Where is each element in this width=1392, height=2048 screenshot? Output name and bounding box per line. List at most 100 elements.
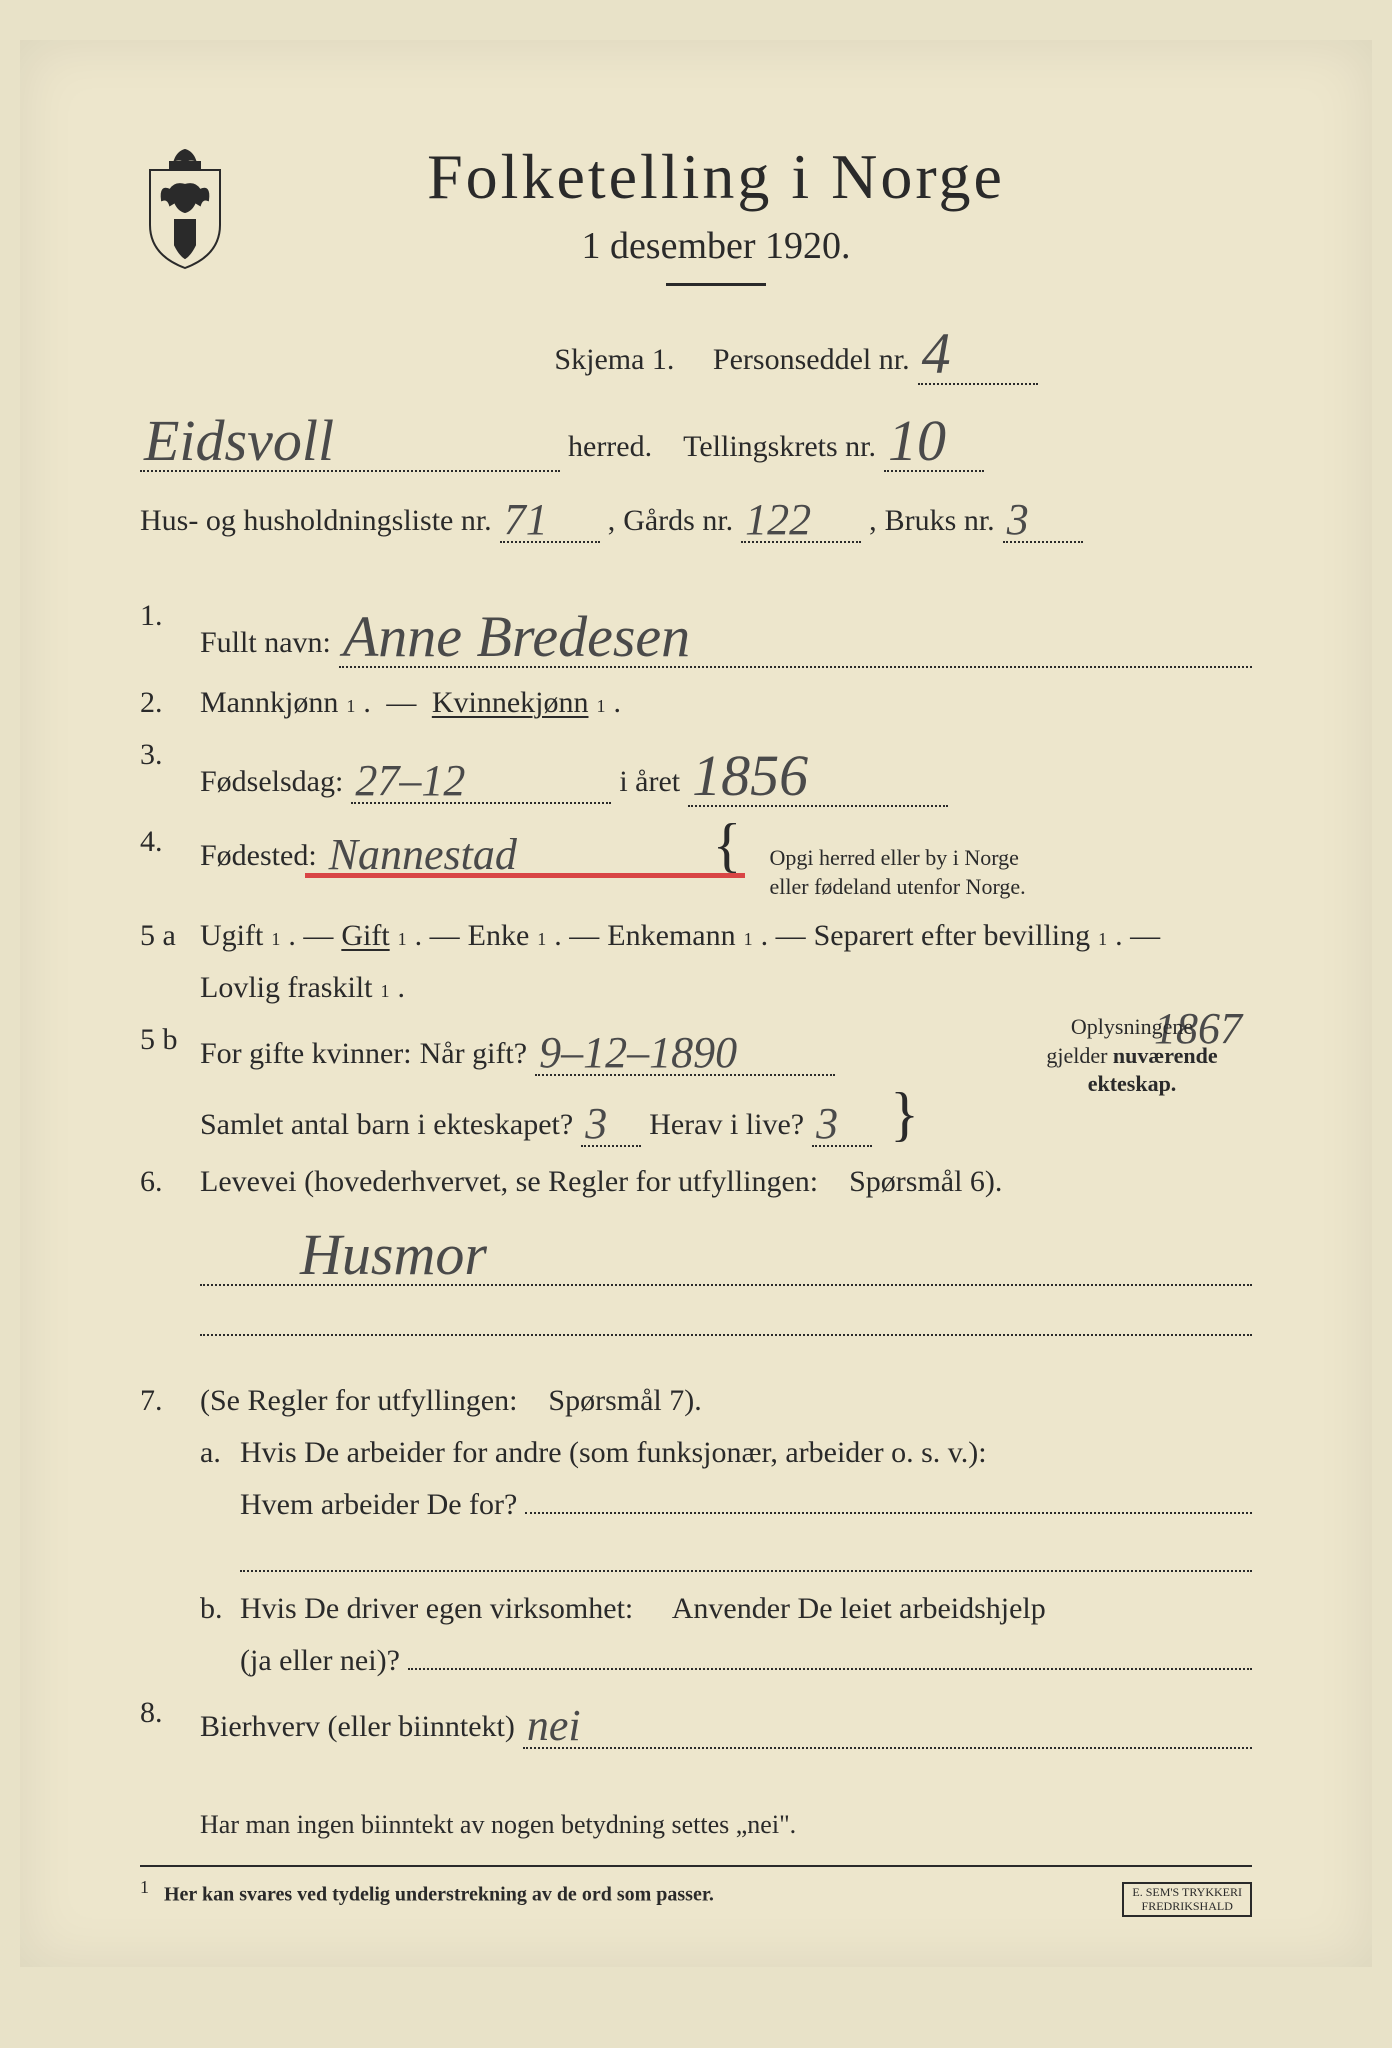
- tellingskrets-value: 10: [888, 408, 946, 473]
- q7b-text2: (ja eller nei)?: [240, 1644, 400, 1678]
- q2-opt2: Kvinnekjønn: [432, 686, 589, 720]
- q7a-text2: Hvem arbeider De for?: [240, 1488, 517, 1522]
- q7-label-end: Spørsmål 7).: [548, 1384, 701, 1418]
- q5b-label1: For gifte kvinner:: [200, 1037, 412, 1071]
- q5a-num: 5 a: [140, 919, 176, 953]
- q3-label1: Fødselsdag:: [200, 765, 343, 799]
- q5b-num: 5 b: [140, 1023, 178, 1057]
- q3-num: 3.: [140, 738, 163, 772]
- personseddel-label: Personseddel nr.: [713, 343, 910, 377]
- q5a-opt4: Enkemann: [607, 919, 735, 953]
- q2-line: 2. Mannkjønn1. — Kvinnekjønn1.: [140, 686, 1252, 720]
- q7-label: (Se Regler for utfyllingen:: [200, 1384, 517, 1418]
- q8-line: 8. Bierhverv (eller biinntekt) nei: [140, 1696, 1252, 1749]
- q8-num: 8.: [140, 1696, 163, 1730]
- subtitle: 1 desember 1920.: [270, 224, 1162, 268]
- q7-line: 7. (Se Regler for utfyllingen: Spørsmål …: [140, 1384, 1252, 1418]
- q5a-opt1: Ugift: [200, 919, 263, 953]
- q8-label: Bierhverv (eller biinntekt): [200, 1710, 515, 1744]
- q1-label: Fullt navn:: [200, 626, 331, 660]
- q5b-barn-live: 3: [816, 1099, 838, 1148]
- q1-value: Anne Bredesen: [343, 604, 690, 669]
- q5b-barn-total: 3: [585, 1099, 607, 1148]
- footnote-1: 1 Her kan svares ved tydelig understrekn…: [140, 1877, 1252, 1907]
- herred-value: Eidsvoll: [144, 408, 334, 473]
- q7a-line2: Hvem arbeider De for?: [140, 1488, 1252, 1522]
- q3-date-field: 27–12: [351, 751, 611, 804]
- q5a-opt2: Gift: [341, 919, 389, 953]
- q3-year: 1856: [692, 743, 808, 808]
- hus-value: 71: [504, 495, 548, 544]
- q6-num: 6.: [140, 1165, 163, 1199]
- gaards-field: 122: [741, 490, 861, 543]
- q7a-letter: a.: [200, 1436, 221, 1470]
- q6-label-end: Spørsmål 6).: [849, 1165, 1002, 1199]
- herred-line: Eidsvoll herred. Tellingskrets nr. 10: [140, 403, 1252, 472]
- q1-line: 1. Fullt navn: Anne Bredesen: [140, 599, 1252, 668]
- bruks-value: 3: [1007, 495, 1029, 544]
- tellingskrets-label: Tellingskrets nr.: [683, 430, 876, 464]
- q2-opt1: Mannkjønn: [200, 686, 338, 720]
- brace-icon: }: [890, 1099, 919, 1129]
- footnote-1-text: Her kan svares ved tydelig understreknin…: [164, 1884, 714, 1906]
- q3-year-field: 1856: [688, 738, 948, 807]
- hus-field: 71: [500, 490, 600, 543]
- title-block: Folketelling i Norge 1 desember 1920.: [270, 140, 1252, 286]
- gaards-label: Gårds nr.: [623, 504, 733, 538]
- q5b-barn-live-field: 3: [812, 1094, 872, 1147]
- herred-field: Eidsvoll: [140, 403, 560, 472]
- q2-num: 2.: [140, 686, 163, 720]
- q7b-field: [408, 1668, 1252, 1670]
- q5b-label2: Når gift?: [420, 1037, 527, 1071]
- q5a-line: 5 a Ugift1. — Gift1. — Enke1. — Enkemann…: [140, 919, 1252, 953]
- census-form: Folketelling i Norge 1 desember 1920. Sk…: [20, 40, 1372, 1967]
- q1-field: Anne Bredesen: [339, 599, 1252, 668]
- q7a-text1: Hvis De arbeider for andre (som funksjon…: [240, 1436, 987, 1470]
- q7a-field: [525, 1512, 1252, 1514]
- q3-label2: i året: [619, 765, 680, 799]
- q5b-line2: Samlet antal barn i ekteskapet? 3 Herav …: [140, 1094, 1252, 1147]
- brace-icon: {: [713, 830, 742, 860]
- q5b-label4: Herav i live?: [649, 1108, 804, 1142]
- printer-stamp: E. SEM'S TRYKKERI FREDRIKSHALD: [1122, 1882, 1252, 1916]
- q5a-line2-text: Lovlig fraskilt: [200, 971, 372, 1005]
- bruks-label: Bruks nr.: [885, 504, 995, 538]
- q4-num: 4.: [140, 825, 163, 859]
- main-title: Folketelling i Norge: [270, 140, 1162, 214]
- q4-field: Nannestad: [325, 825, 705, 878]
- q5b-label3: Samlet antal barn i ekteskapet?: [200, 1108, 573, 1142]
- bruks-field: 3: [1003, 490, 1083, 543]
- q7b-letter: b.: [200, 1592, 223, 1626]
- q7b-line1: b. Hvis De driver egen virksomhet: Anven…: [140, 1592, 1252, 1626]
- hus-label: Hus- og husholdningsliste nr.: [140, 504, 492, 538]
- blank-line: [200, 1306, 1252, 1336]
- q8-value: nei: [527, 1701, 581, 1750]
- schema-line: Skjema 1. Personseddel nr. 4: [140, 316, 1252, 385]
- q7b-line2: (ja eller nei)?: [140, 1644, 1252, 1678]
- blank-line: [240, 1542, 1252, 1572]
- q5a-opt3: Enke: [468, 919, 530, 953]
- q6-field: Husmor: [200, 1217, 1252, 1286]
- footnote-instruction: Har man ingen biinntekt av nogen betydni…: [140, 1810, 1252, 1840]
- header: Folketelling i Norge 1 desember 1920.: [140, 140, 1252, 286]
- divider: [140, 1865, 1252, 1867]
- coat-of-arms-icon: [140, 140, 230, 270]
- q5b-line1: 5 b For gifte kvinner: Når gift? 9–12–18…: [140, 1023, 1252, 1076]
- q5b-gift-value: 9–12–1890: [539, 1028, 737, 1077]
- q7a-line1: a. Hvis De arbeider for andre (som funks…: [140, 1436, 1252, 1470]
- tellingskrets-field: 10: [884, 403, 984, 472]
- personseddel-field: 4: [918, 316, 1038, 385]
- q5a-opt5: Separert efter bevilling: [814, 919, 1091, 953]
- q3-line: 3. Fødselsdag: 27–12 i året 1856: [140, 738, 1252, 807]
- q6-label: Levevei (hovederhvervet, se Regler for u…: [200, 1165, 818, 1199]
- q5a-line2: Lovlig fraskilt1.: [140, 971, 1252, 1005]
- q6-value: Husmor: [300, 1222, 487, 1287]
- q6-value-line: Husmor: [140, 1217, 1252, 1286]
- hus-line: Hus- og husholdningsliste nr. 71 , Gårds…: [140, 490, 1252, 543]
- q4-line: 4. Fødested: Nannestad { Opgi herred ell…: [140, 825, 1252, 901]
- q4-label: Fødested:: [200, 839, 317, 873]
- gaards-value: 122: [745, 495, 811, 544]
- q5b-barn-total-field: 3: [581, 1094, 641, 1147]
- title-rule: [666, 283, 766, 286]
- q5b-gift-field: 9–12–1890: [535, 1023, 835, 1076]
